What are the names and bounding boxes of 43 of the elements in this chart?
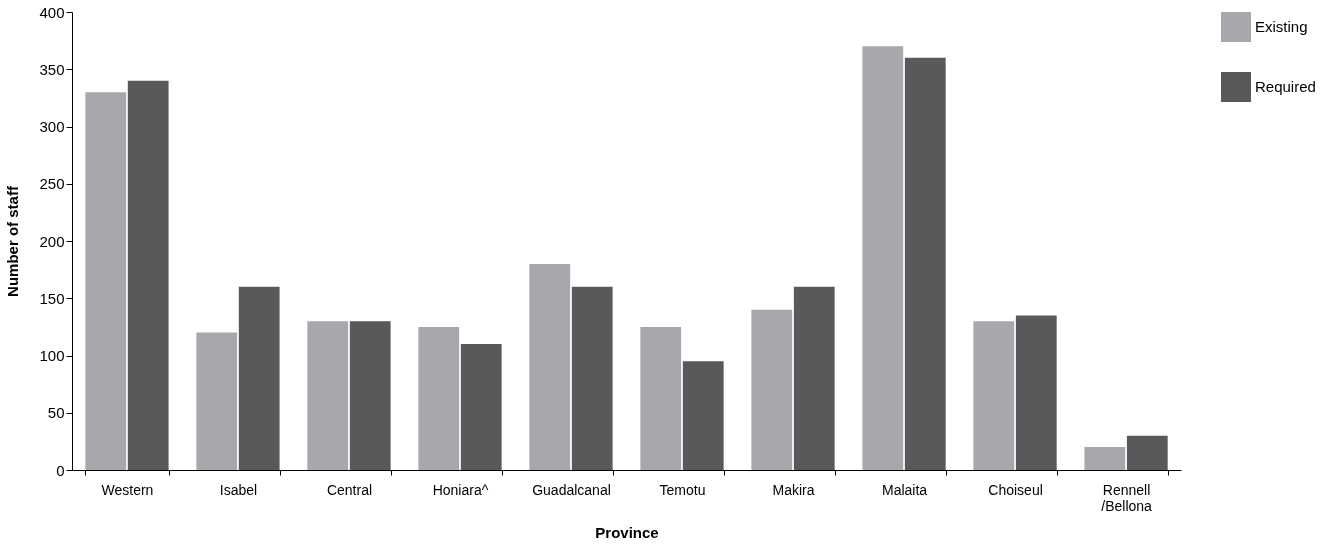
bar: [862, 46, 904, 470]
bar: [238, 286, 280, 470]
x-tick-label: Western: [101, 481, 154, 498]
bar: [793, 286, 835, 470]
y-tick-label: 50: [47, 404, 65, 422]
bar: [1126, 435, 1168, 470]
legend-label: Required: [1255, 78, 1316, 95]
y-tick-label: 250: [39, 175, 65, 193]
y-tick-label: 350: [39, 60, 65, 78]
x-tick-label: Honiara^: [432, 481, 489, 498]
x-tick-label: Temotu: [659, 481, 706, 498]
bar: [349, 321, 391, 470]
y-tick-label: 300: [39, 118, 65, 135]
bar: [85, 92, 127, 470]
y-tick-label: 100: [39, 347, 65, 364]
bar: [460, 344, 502, 470]
legend-label: Existing: [1255, 18, 1308, 35]
bar: [640, 326, 682, 470]
y-tick-label: 400: [39, 3, 65, 21]
y-tick-label: 0: [56, 461, 65, 479]
bar: [973, 321, 1015, 470]
y-tick-label: 150: [39, 289, 65, 307]
x-axis-title: Province: [595, 523, 659, 541]
bar: [571, 286, 613, 470]
x-tick-label: Guadalcanal: [532, 481, 611, 498]
x-tick-label: Isabel: [219, 481, 258, 498]
bar: [1084, 447, 1126, 470]
bar: [418, 326, 460, 470]
y-axis-title: Number of staff: [4, 185, 22, 297]
bar: [751, 309, 793, 470]
bar: [904, 57, 946, 470]
bar: [127, 80, 169, 470]
y-tick-label: 200: [39, 232, 65, 250]
bar: [196, 332, 238, 470]
x-tick-label: Makira: [772, 481, 815, 498]
x-tick-label: Choiseul: [988, 481, 1043, 498]
x-tick-label: Malaita: [881, 481, 928, 498]
bar: [529, 263, 571, 470]
bar: [307, 321, 349, 470]
x-tick-label: Central: [326, 481, 373, 498]
bar: [1015, 315, 1057, 470]
x-tick-label: Rennell /Bellona: [1101, 481, 1153, 514]
bar: [682, 361, 724, 470]
